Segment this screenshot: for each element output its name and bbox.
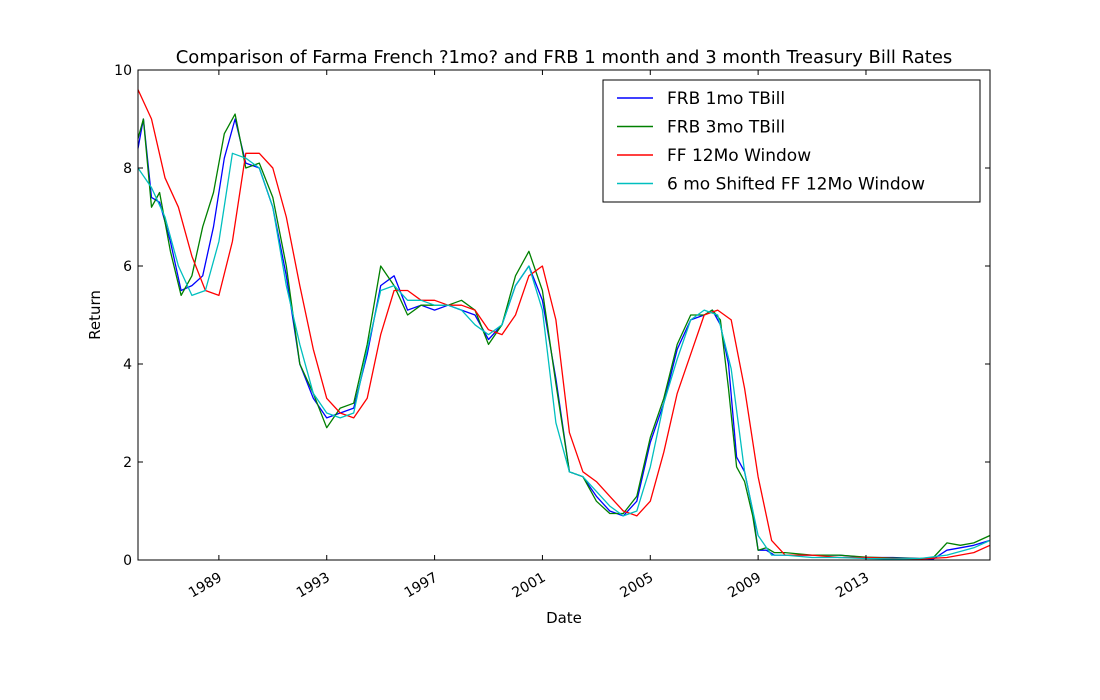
x-tick-label: 1997 [402, 570, 441, 602]
legend: FRB 1mo TBill FRB 3mo TBill FF 12Mo Window… [602, 79, 981, 203]
series-line-3 [137, 89, 991, 560]
y-axis: 0 2 4 6 8 10 [114, 63, 990, 569]
x-tick-label: 1993 [294, 570, 333, 602]
x-tick-label: 2013 [833, 570, 872, 602]
x-tick-label: 2001 [510, 570, 549, 602]
y-tick-label: 6 [123, 259, 132, 275]
plot-frame [137, 69, 991, 561]
y-axis-label: Return [86, 290, 104, 340]
y-tick-label: 2 [123, 455, 132, 471]
y-tick-label: 4 [123, 357, 132, 373]
y-tick-label: 0 [123, 553, 132, 569]
x-axis-label: Date [546, 609, 582, 627]
x-tick-label: 2009 [725, 570, 764, 602]
legend-box [602, 79, 981, 203]
y-tick-label: 10 [114, 63, 132, 79]
x-tick-label: 1989 [186, 570, 225, 602]
chart-title: Comparison of Farma French ?1mo? and FRB… [176, 47, 953, 68]
plot-area [137, 69, 991, 561]
legend-entry-4: 6 mo Shifted FF 12Mo Window [667, 175, 925, 195]
legend-entry-1: FRB 1mo TBill [667, 89, 785, 109]
legend-entry-2: FRB 3mo TBill [667, 118, 785, 138]
x-tick-label: 2005 [617, 570, 656, 602]
series-line-4 [137, 152, 991, 560]
y-tick-label: 8 [123, 161, 132, 177]
legend-entry-3: FF 12Mo Window [667, 146, 811, 166]
